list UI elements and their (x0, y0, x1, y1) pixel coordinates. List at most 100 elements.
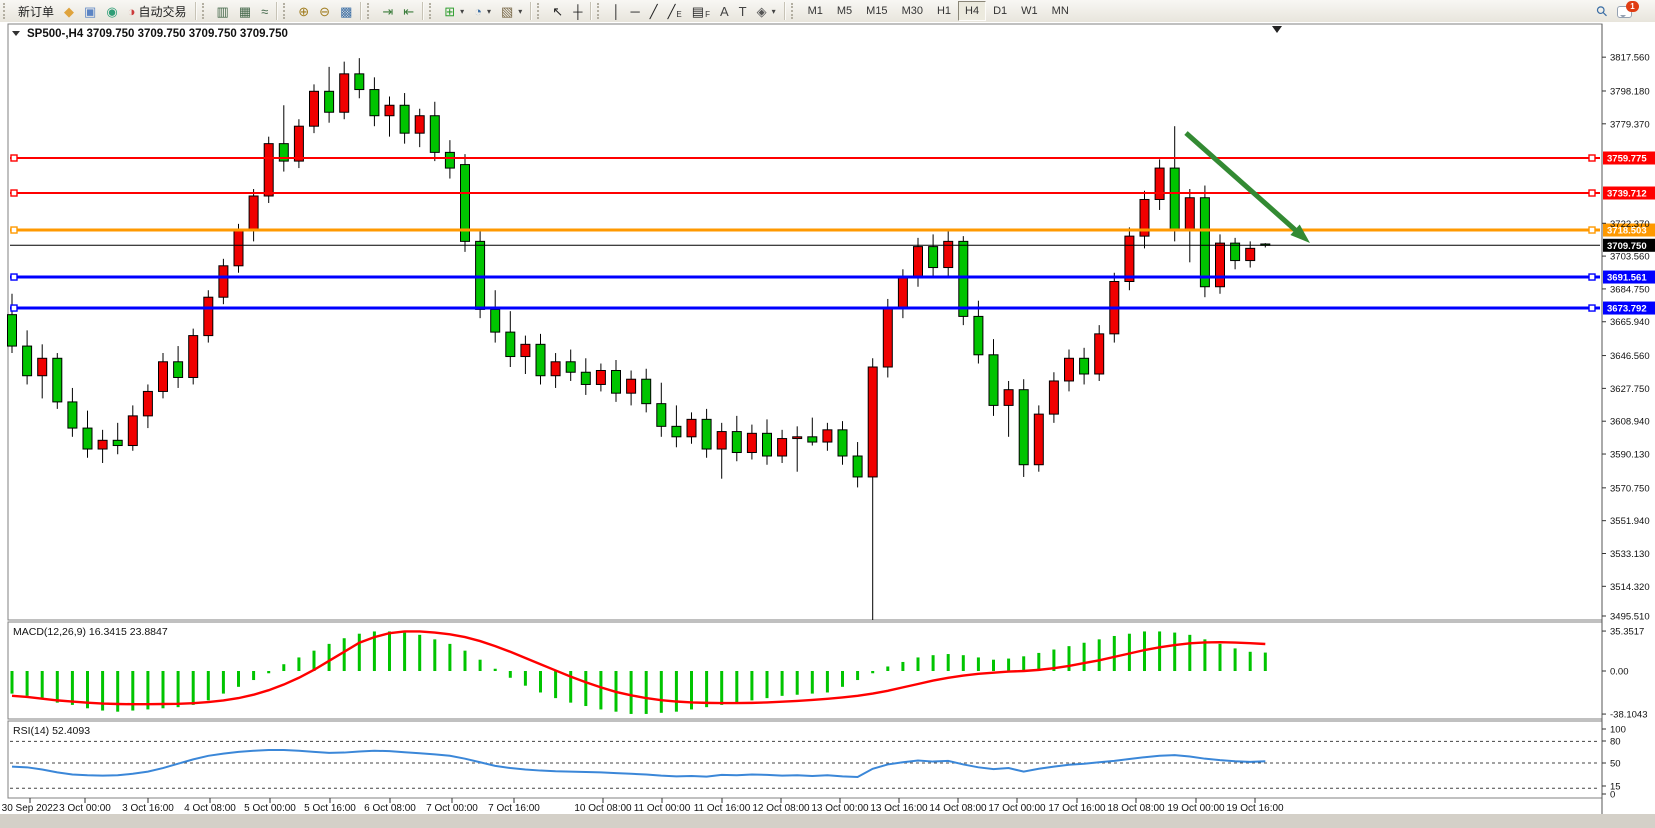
zoom-in-button[interactable]: ⊕ (293, 0, 314, 22)
chevron-down-icon[interactable]: ▾ (486, 6, 491, 16)
add-indicator-button[interactable]: ⊞ ▾ (439, 0, 469, 22)
vertical-line-button[interactable]: │ (607, 0, 625, 22)
tile-windows-button[interactable]: ▩ (335, 0, 357, 22)
candle-body-bull (188, 335, 199, 378)
price-tick-label: 3646.560 (1610, 351, 1650, 362)
price-tick-label: 3533.130 (1610, 549, 1650, 560)
line-chart-button[interactable]: ≈ (256, 0, 273, 22)
signal-radar-button[interactable]: ◉ (101, 0, 122, 22)
chart-area: 3759.775 3739.712 3718.503 3709.750 3691.561… (0, 22, 1655, 823)
candlestick-chart-button[interactable]: ▦ (234, 0, 256, 22)
trend-arrow-line[interactable] (1184, 131, 1302, 236)
hline-handle[interactable] (10, 154, 18, 162)
hline-handle[interactable] (1588, 273, 1596, 281)
price-tag-label: 3718.503 (1607, 226, 1647, 237)
symbol-dropdown-icon[interactable] (12, 31, 20, 36)
timeframe-mn-button[interactable]: MN (1051, 5, 1069, 17)
hline-handle[interactable] (10, 273, 18, 281)
hline-handle[interactable] (1588, 226, 1596, 234)
auto-scroll-button[interactable]: ⇥ (377, 0, 398, 22)
horizontal-line-button[interactable]: ─ (626, 0, 645, 22)
equidistant-channel-button[interactable]: ╱ E (663, 0, 687, 22)
price-tick-label: 3665.940 (1610, 317, 1650, 328)
hline-handle[interactable] (10, 226, 18, 234)
periods-button[interactable]: ◔ ▾ (469, 0, 496, 22)
text-icon: A (719, 3, 729, 19)
macd-panel[interactable] (7, 621, 1603, 720)
candle-body-bear (988, 354, 999, 406)
hline-handle[interactable] (1588, 154, 1596, 162)
autotrading-button[interactable]: ◑ 自动交易 (123, 0, 192, 22)
macd-histogram-bar (659, 671, 663, 713)
macd-histogram-bar (765, 671, 769, 699)
macd-histogram-bar (267, 671, 271, 674)
scroll-to-end-marker[interactable] (1272, 26, 1282, 33)
metaquotes-button[interactable]: ◆ (59, 0, 79, 22)
text-button[interactable]: A (715, 0, 734, 22)
timeframe-m15-button[interactable]: M15 (866, 5, 888, 17)
templates-button[interactable]: ▧ ▾ (496, 0, 527, 22)
rsi-panel[interactable] (7, 720, 1603, 799)
trend-arrow-head[interactable] (1290, 224, 1310, 243)
timeframe-m30-button[interactable]: M30 (901, 5, 923, 17)
toolbar-separator (783, 2, 785, 20)
crosshair-button[interactable]: ┼ (568, 0, 587, 22)
price-tick-label: 3551.940 (1610, 516, 1650, 527)
signal-radar-icon: ◉ (106, 3, 118, 19)
candle-body-bull (293, 125, 304, 162)
timeframe-d1-button[interactable]: D1 (993, 5, 1008, 17)
new-order-button[interactable]: 新订单 (13, 0, 59, 22)
hline-handle[interactable] (1588, 189, 1596, 197)
candle-body-bear (354, 73, 365, 91)
search-icon[interactable]: ⚲ (1592, 1, 1611, 20)
timeframe-m5-button[interactable]: M5 (836, 5, 853, 17)
price-tick-label: 3514.320 (1610, 582, 1650, 593)
macd-histogram-bar (1097, 639, 1101, 671)
hline-handle[interactable] (10, 304, 18, 312)
chevron-down-icon[interactable]: ▾ (518, 6, 523, 16)
macd-indicator-label: MACD(12,26,9) 16.3415 23.8847 (13, 626, 168, 638)
fibonacci-button[interactable]: ▤ F (687, 0, 715, 22)
candle-body-bull (626, 378, 637, 394)
chat-icon[interactable]: 1 (1617, 0, 1639, 18)
terminal-button[interactable]: ▣ (79, 0, 101, 22)
price-tick-label: 3798.180 (1610, 86, 1650, 97)
rsi-tick-label: 15 (1610, 782, 1621, 793)
candle-body-bear (505, 331, 516, 358)
candle-body-bear (7, 314, 17, 347)
time-label: 11 Oct 16:00 (694, 803, 751, 814)
time-label: 5 Oct 16:00 (304, 803, 356, 814)
candle-body-bear (973, 315, 984, 356)
rsi-tick-label: 0 (1610, 790, 1615, 801)
timeframe-w1-button[interactable]: W1 (1021, 5, 1038, 17)
hline-handle[interactable] (1588, 304, 1596, 312)
cursor-button[interactable]: ↖ (547, 0, 568, 22)
macd-histogram-bar (25, 671, 29, 696)
price-tick-label: 3608.940 (1610, 417, 1650, 428)
candle-body-bull (897, 277, 908, 309)
trendline-button[interactable]: ╱ (645, 0, 663, 22)
chart-shift-button[interactable]: ⇤ (398, 0, 419, 22)
toolbar-grip (790, 3, 797, 19)
timeframe-m1-button[interactable]: M1 (807, 5, 823, 17)
time-label: 11 Oct 00:00 (634, 803, 691, 814)
bar-chart-button[interactable]: ▥ (212, 0, 234, 22)
new-order-label: 新订单 (18, 4, 55, 19)
hline-handle[interactable] (10, 189, 18, 197)
zoom-out-button[interactable]: ⊖ (314, 0, 335, 22)
candlestick-chart-icon: ▦ (238, 3, 252, 19)
price-tag-label: 3759.775 (1607, 154, 1647, 165)
price-panel[interactable] (7, 23, 1603, 621)
timeframe-h1-button[interactable]: H1 (936, 5, 952, 17)
chevron-down-icon[interactable]: ▾ (771, 6, 776, 16)
macd-histogram-bar (810, 671, 814, 694)
text-label-button[interactable]: T (734, 0, 752, 22)
macd-histogram-bar (1112, 635, 1116, 671)
arrows-button[interactable]: ◈ ▾ (752, 0, 781, 22)
timeframe-h4-button[interactable]: H4 (958, 1, 987, 21)
chevron-down-icon[interactable]: ▾ (460, 6, 465, 16)
macd-histogram-bar (871, 671, 875, 674)
rsi-line (11, 749, 1266, 779)
candle-body-bear (444, 151, 455, 169)
macd-histogram-bar (161, 671, 165, 709)
